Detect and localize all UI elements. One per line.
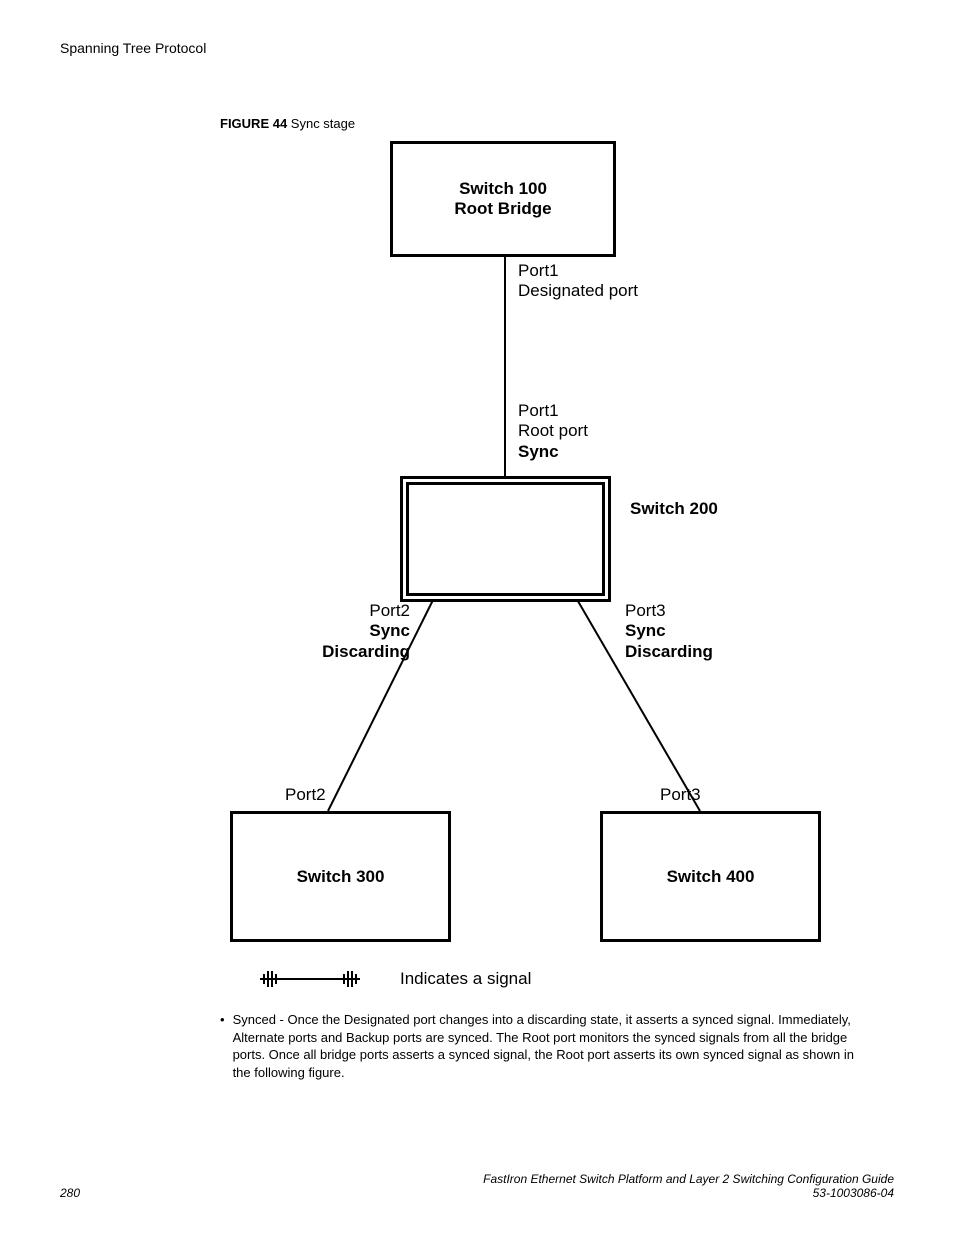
node-switch-300: Switch 300 (230, 811, 451, 942)
figure-title: Sync stage (287, 116, 355, 131)
label-port2-top-l1: Port2 (300, 601, 410, 621)
label-port3-top-l1: Port3 (625, 601, 713, 621)
switch400-label: Switch 400 (667, 867, 755, 887)
switch100-line1: Switch 100 (459, 179, 547, 199)
label-port3-top-l2: Sync (625, 621, 713, 641)
switch300-label: Switch 300 (297, 867, 385, 887)
label-port1-designated: Port1 Designated port (518, 261, 638, 302)
label-port2-top: Port2 Sync Discarding (300, 601, 410, 662)
bullet-marker: • (220, 1011, 225, 1081)
label-port3-top: Port3 Sync Discarding (625, 601, 713, 662)
switch100-line2: Root Bridge (454, 199, 551, 219)
page-header: Spanning Tree Protocol (60, 40, 894, 56)
node-switch-200 (400, 476, 611, 602)
node-switch-400: Switch 400 (600, 811, 821, 942)
page-footer: 280 FastIron Ethernet Switch Platform an… (60, 1172, 894, 1200)
label-port1-root-l1: Port1 (518, 401, 588, 421)
label-port1-root-l3: Sync (518, 442, 588, 462)
footer-docnum: 53-1003086-04 (813, 1186, 894, 1200)
label-port2-top-l2: Sync (300, 621, 410, 641)
diagram-container: Switch 100 Root Bridge Port1 Designated … (220, 141, 880, 1011)
label-port3-top-l3: Discarding (625, 642, 713, 662)
label-port1-des-l2: Designated port (518, 281, 638, 301)
label-port1-root: Port1 Root port Sync (518, 401, 588, 462)
footer-title: FastIron Ethernet Switch Platform and La… (483, 1172, 894, 1186)
label-port3-bottom: Port3 (660, 785, 701, 805)
figure-caption: FIGURE 44 Sync stage (220, 116, 894, 131)
bullet-text: Synced - Once the Designated port change… (233, 1011, 854, 1081)
label-switch-200: Switch 200 (630, 499, 718, 519)
label-port2-bottom: Port2 (285, 785, 326, 805)
node-switch-100: Switch 100 Root Bridge (390, 141, 616, 257)
label-port2-top-l3: Discarding (300, 642, 410, 662)
label-port1-root-l2: Root port (518, 421, 588, 441)
bullet-synced: • Synced - Once the Designated port chan… (220, 1011, 854, 1081)
label-port1-des-l1: Port1 (518, 261, 638, 281)
figure-number: FIGURE 44 (220, 116, 287, 131)
footer-right: FastIron Ethernet Switch Platform and La… (483, 1172, 894, 1200)
legend-text: Indicates a signal (400, 969, 531, 989)
footer-page-number: 280 (60, 1186, 80, 1200)
